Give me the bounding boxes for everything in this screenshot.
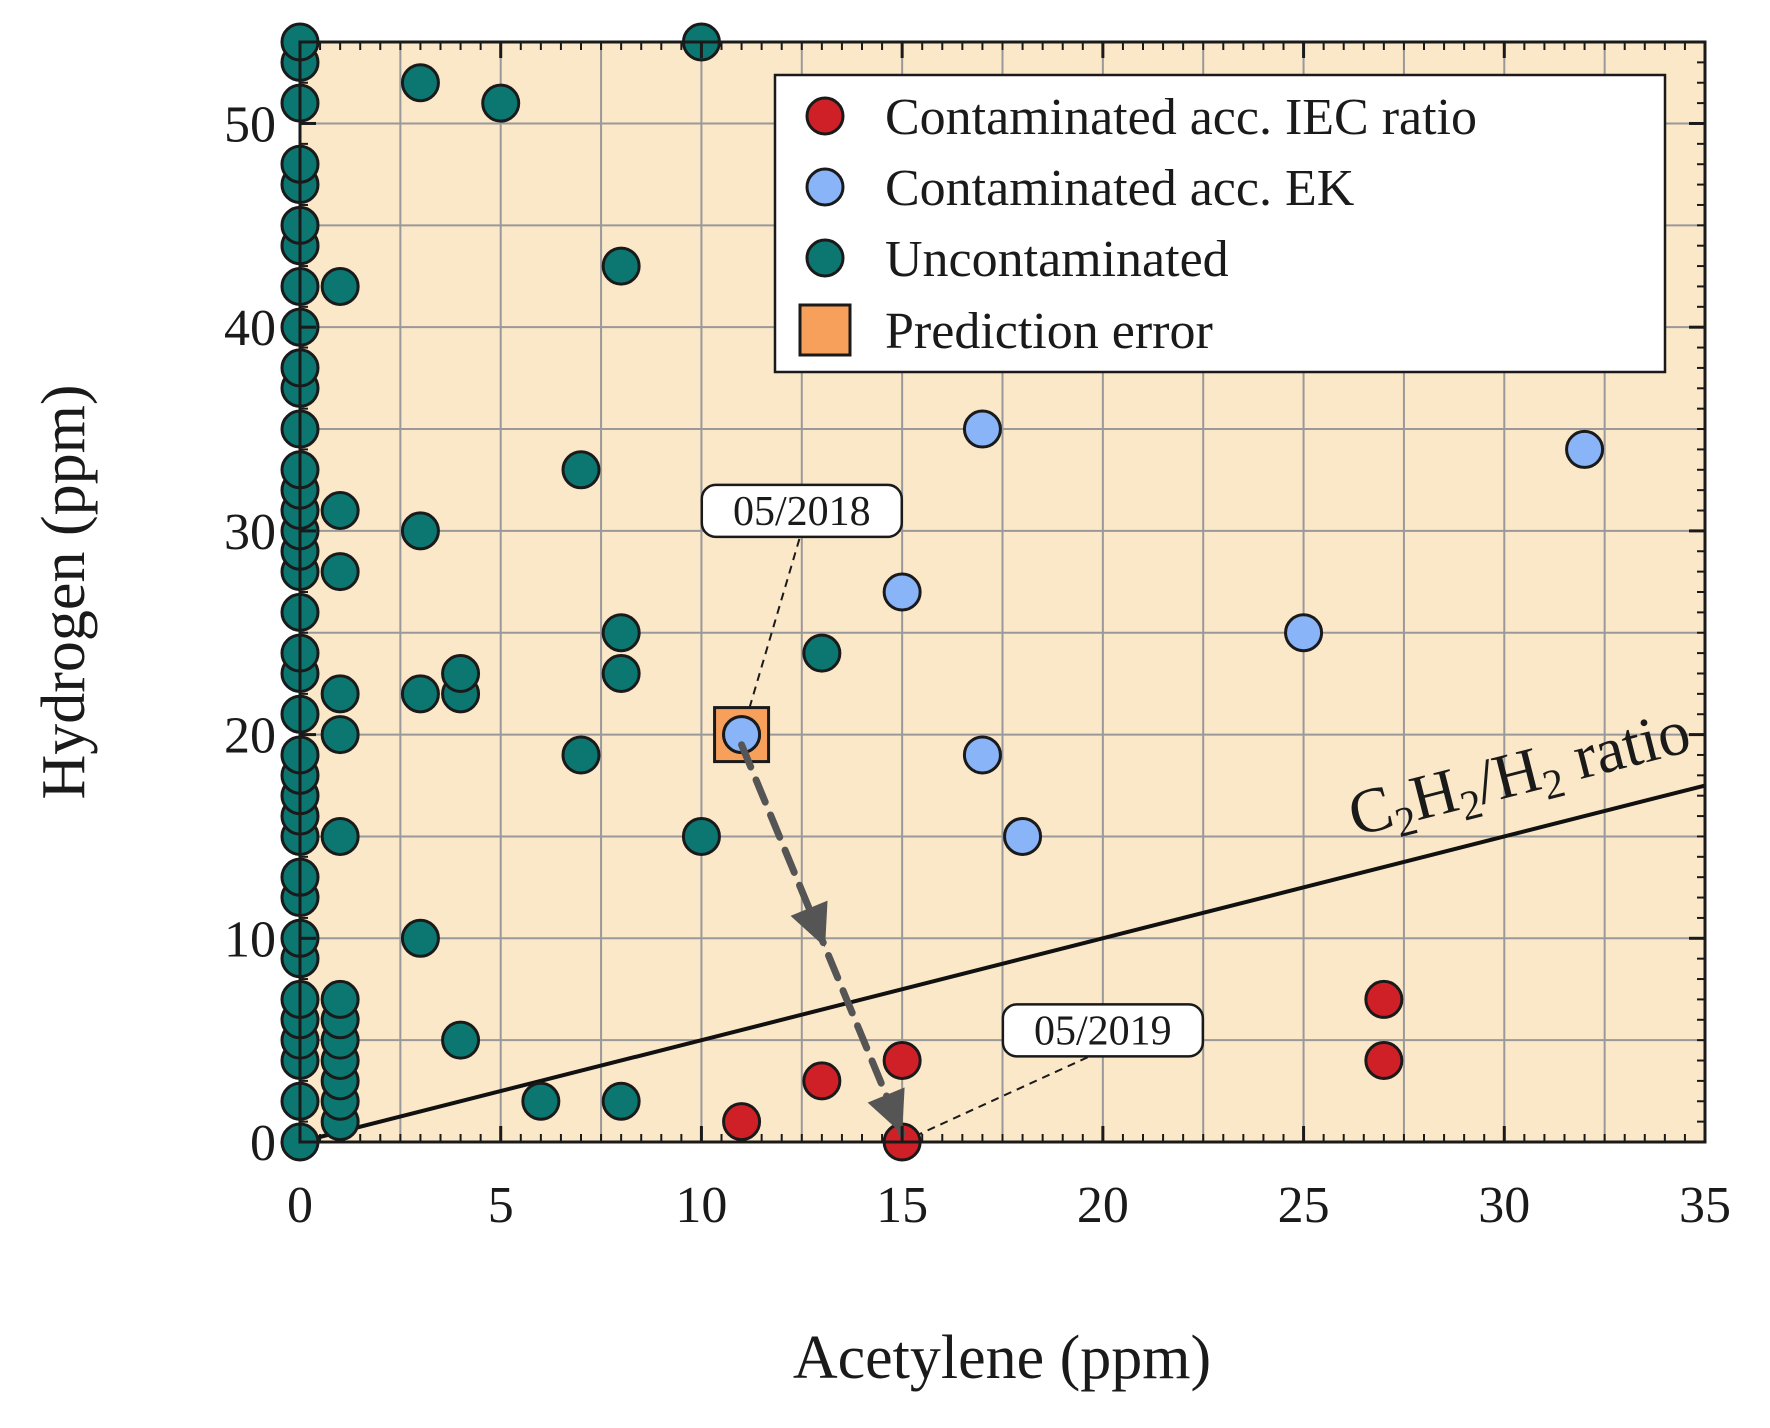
uncontaminated-point [320, 715, 360, 755]
uncontaminated-point [601, 246, 641, 286]
x-tick-label: 20 [1077, 1177, 1129, 1234]
y-tick-label: 50 [224, 96, 276, 153]
annotation-box [700, 483, 904, 539]
y-axis-tick-labels: 0 10 20 30 40 50 [224, 96, 276, 1172]
y-tick-label: 40 [224, 300, 276, 357]
uncontaminated-point [601, 653, 641, 693]
legend-label-iec: Contaminated acc. IEC ratio [885, 89, 1477, 146]
major-ticks [298, 42, 1707, 1144]
ek-point [1565, 429, 1605, 469]
ek-point [962, 409, 1002, 449]
x-tick-label: 15 [876, 1177, 928, 1234]
y-tick-label: 30 [224, 504, 276, 561]
uncontaminated-point [320, 816, 360, 856]
y-tick-label: 10 [224, 911, 276, 968]
iec-point [1364, 979, 1404, 1019]
legend-frame [773, 73, 1667, 374]
uncontaminated-point [561, 735, 601, 775]
uncontaminated-point [521, 1081, 561, 1121]
trend-arrow [738, 741, 906, 1138]
y-tick-label: 0 [250, 1115, 276, 1172]
trend-arrow-head [790, 900, 828, 948]
x-tick-label: 5 [488, 1177, 514, 1234]
x-tick-label: 25 [1278, 1177, 1330, 1234]
uncontaminated-point [681, 816, 721, 856]
plot-frame [298, 40, 1707, 1144]
annotation-label: 05/2019 [1001, 1003, 1205, 1058]
legend-label-prediction-error: Prediction error [885, 303, 1213, 360]
legend-marker-iec [805, 96, 845, 136]
uncontaminated-point [481, 83, 521, 123]
annotation-leader-line [740, 530, 803, 735]
ek-point [1284, 613, 1324, 653]
y-tick-label: 20 [224, 708, 276, 765]
uncontaminated-point [400, 63, 440, 103]
x-axis-title: Acetylene (ppm) [793, 1324, 1211, 1392]
legend-marker-prediction-error [798, 303, 852, 357]
ek-point [882, 572, 922, 612]
annotation-text: 05/2019 [1034, 1008, 1172, 1054]
legend-label-uncontaminated: Uncontaminated [885, 231, 1229, 288]
x-tick-label: 30 [1478, 1177, 1530, 1234]
ek-point [1003, 816, 1043, 856]
uncontaminated-point [601, 1081, 641, 1121]
x-tick-label: 0 [287, 1177, 313, 1234]
uncontaminated-point [320, 491, 360, 531]
uncontaminated-point [320, 266, 360, 306]
legend: Contaminated acc. IEC ratio Contaminated… [773, 73, 1667, 374]
annotation-text: 05/2018 [733, 489, 871, 535]
y-axis-title: Hydrogen (ppm) [30, 385, 98, 800]
uncontaminated-point [320, 674, 360, 714]
uncontaminated-point [561, 450, 601, 490]
legend-marker-ek [805, 167, 845, 207]
uncontaminated-point [320, 552, 360, 592]
annotation-box [1001, 1003, 1205, 1058]
annotation-leaders [740, 530, 1104, 1143]
x-axis-tick-labels: 0 5 10 15 20 25 30 35 [287, 1177, 1731, 1234]
uncontaminated-point [802, 633, 842, 673]
uncontaminated-point [441, 653, 481, 693]
iec-point [882, 1041, 922, 1081]
x-tick-label: 35 [1679, 1177, 1731, 1234]
reference-line-c2h2-h2 [299, 783, 1706, 1144]
annotations: 05/2018 05/2019 [700, 483, 1205, 1058]
iec-point [1364, 1041, 1404, 1081]
legend-marker-uncontaminated [805, 238, 845, 278]
uncontaminated-point [320, 979, 360, 1019]
uncontaminated-point [400, 674, 440, 714]
uncontaminated-point [601, 613, 641, 653]
annotation-leader-line [901, 1049, 1104, 1143]
iec-point [722, 1102, 762, 1142]
annotation-label: 05/2018 [700, 483, 904, 539]
iec-point [802, 1061, 842, 1101]
uncontaminated-point [441, 1020, 481, 1060]
uncontaminated-point [400, 918, 440, 958]
legend-label-ek: Contaminated acc. EK [885, 160, 1355, 217]
x-tick-label: 10 [675, 1177, 727, 1234]
uncontaminated-point [400, 511, 440, 551]
ek-point [962, 735, 1002, 775]
trend-arrow-head [867, 1087, 905, 1134]
